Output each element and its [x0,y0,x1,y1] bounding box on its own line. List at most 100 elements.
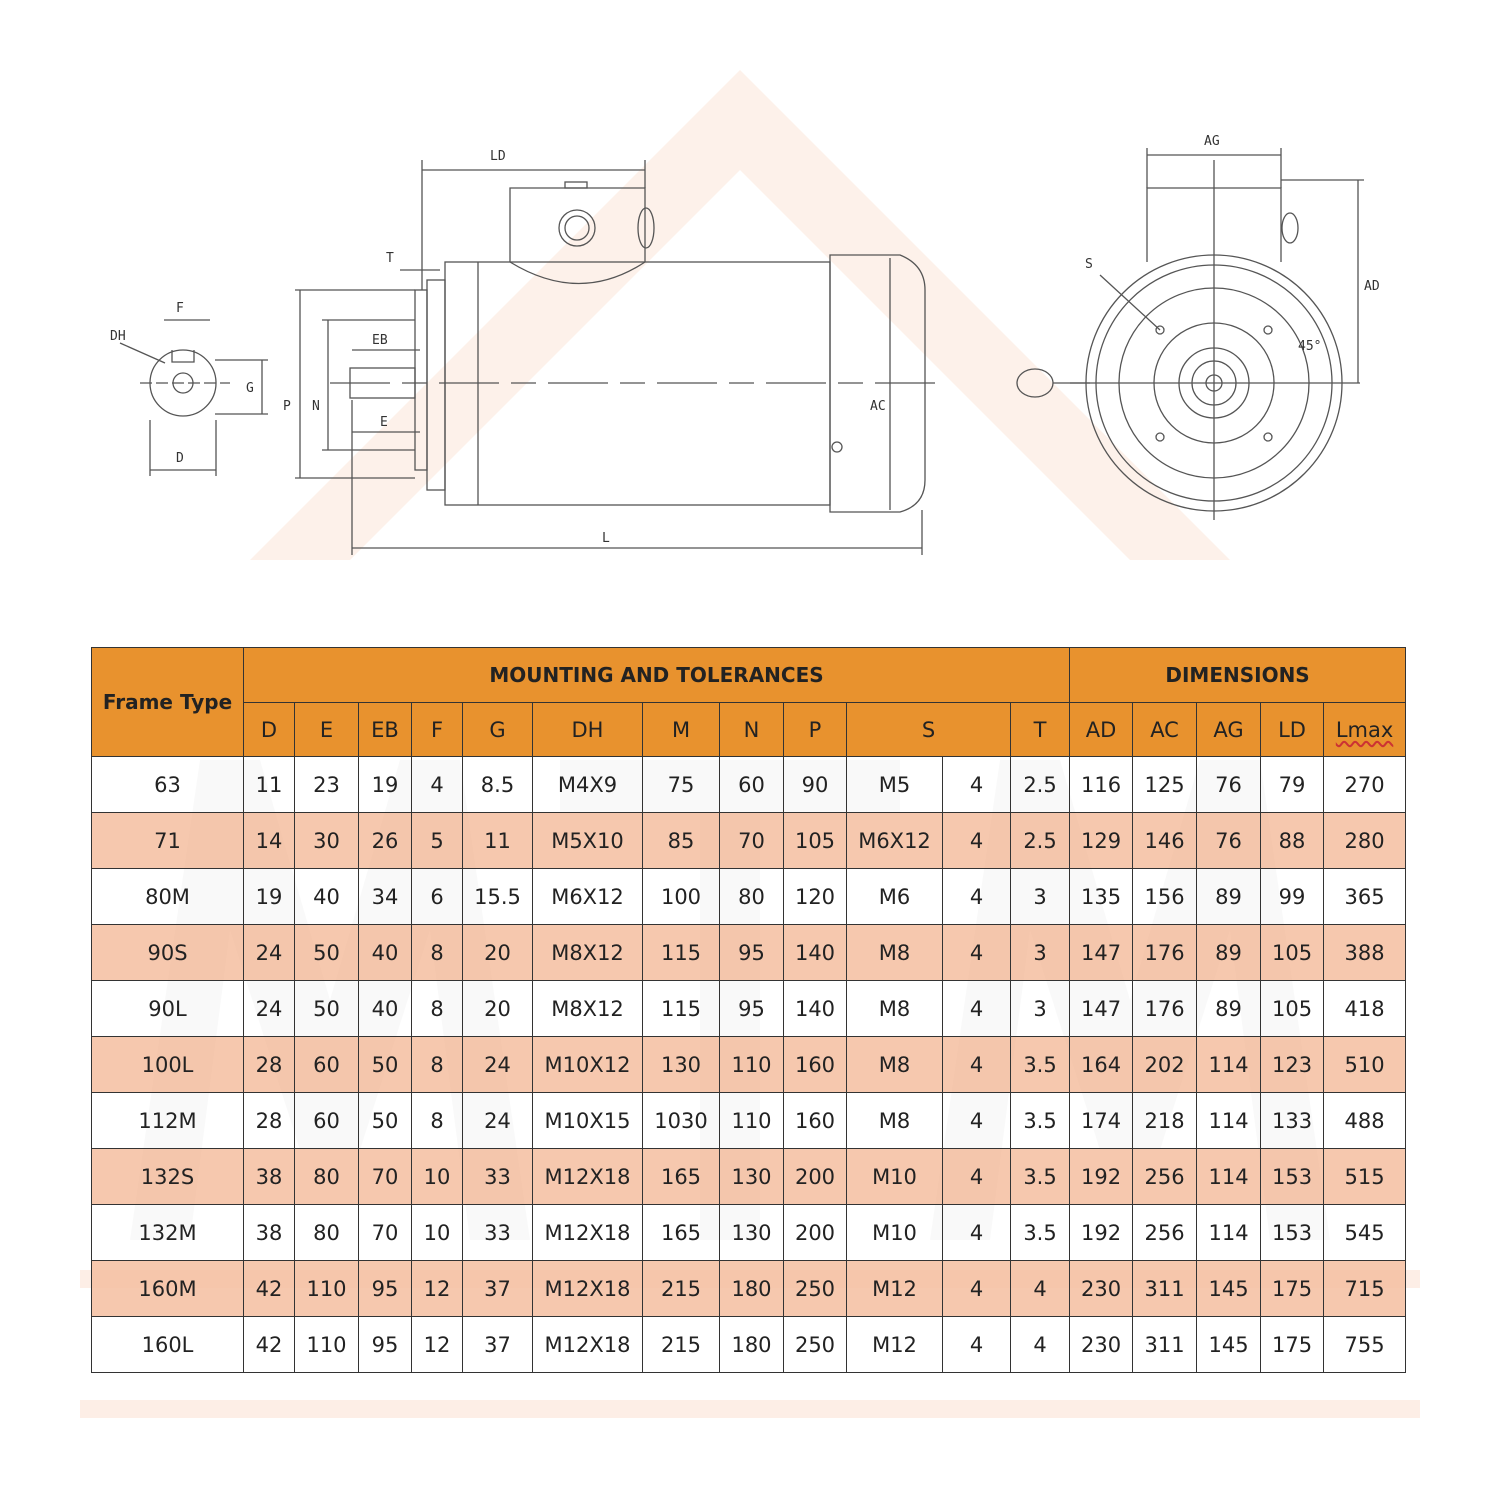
table-cell: M10 [846,1148,943,1205]
table-cell: 270 [1323,756,1407,813]
table-row: 160L 42 110 95 12 37 M12X18 215 180 250 M12 4 4 230 31… [91,1316,1407,1373]
table-cell: 110 [294,1260,359,1317]
table-cell: M6 [846,868,943,925]
table-cell: 6 [411,868,463,925]
table-cell: 24 [462,1092,533,1149]
table-cell: 250 [783,1260,847,1317]
table-cell: 215 [642,1316,720,1373]
table-cell: M10 [846,1204,943,1261]
dimensions-header: DIMENSIONS [1069,647,1407,703]
table-cell: 110 [719,1092,784,1149]
table-cell: 3 [1009,924,1071,981]
table-cell: 70 [358,1148,412,1205]
label-angle: 45° [1298,339,1321,354]
frame-type-cell: 63 [91,756,244,813]
table-cell: 115 [642,980,720,1037]
table-cell: 114 [1196,1092,1262,1149]
table-cell: 40 [358,980,412,1037]
table-cell: M12X18 [532,1148,643,1205]
table-cell: 4 [942,1092,1011,1149]
label-P: P [283,399,291,414]
label-G: G [246,381,254,396]
table-cell: 4 [942,868,1011,925]
table-cell: 388 [1323,924,1407,981]
table-cell: 175 [1260,1316,1325,1373]
table-cell: 12 [411,1260,463,1317]
table-cell: 146 [1132,812,1198,869]
dimensions-table: Frame Type MOUNTING AND TOLERANCES DIMEN… [91,647,1407,1373]
table-cell: 311 [1132,1260,1198,1317]
table-cell: 176 [1132,924,1198,981]
label-F: F [176,301,184,316]
table-cell: M4X9 [532,756,643,813]
column-header-f: F [411,702,463,757]
table-cell: 116 [1069,756,1134,813]
table-cell: 89 [1196,924,1262,981]
column-header-m: M [642,702,720,757]
table-cell: 256 [1132,1204,1198,1261]
table-cell: 26 [358,812,412,869]
column-header-p: P [783,702,847,757]
table-cell: 230 [1069,1260,1134,1317]
table-cell: 10 [411,1148,463,1205]
table-cell: 10 [411,1204,463,1261]
table-cell: 76 [1196,756,1262,813]
table-cell: 24 [243,980,295,1037]
column-header-s: S [846,702,1011,757]
table-cell: 50 [358,1092,412,1149]
table-cell: 130 [642,1036,720,1093]
table-cell: M8 [846,924,943,981]
column-header-lmax: Lmax [1323,702,1407,757]
table-cell: 37 [462,1260,533,1317]
table-cell: 105 [783,812,847,869]
table-cell: 130 [719,1204,784,1261]
table-cell: 38 [243,1148,295,1205]
frame-type-cell: 132M [91,1204,244,1261]
table-cell: M8 [846,1092,943,1149]
table-cell: 11 [243,756,295,813]
table-cell: 2.5 [1009,756,1071,813]
table-cell: 3.5 [1009,1148,1071,1205]
table-cell: 120 [783,868,847,925]
label-EB: EB [372,333,388,348]
column-header-d: D [243,702,295,757]
table-cell: 4 [942,1148,1011,1205]
table-row: 90L 24 50 40 8 20 M8X12 115 95 140 M8 4 3 147 176 89 105… [91,980,1407,1037]
table-row: 160M 42 110 95 12 37 M12X18 215 180 250 M12 4 4 230 31… [91,1260,1407,1317]
table-cell: 192 [1069,1148,1134,1205]
table-cell: 8.5 [462,756,533,813]
table-cell: 40 [294,868,359,925]
table-cell: 38 [243,1204,295,1261]
table-cell: 1030 [642,1092,720,1149]
table-cell: 90 [783,756,847,813]
table-cell: 28 [243,1036,295,1093]
table-cell: 95 [358,1260,412,1317]
table-row: 112M 28 60 50 8 24 M10X15 1030 110 160 M8 4 3.5 174 21… [91,1092,1407,1149]
table-cell: 174 [1069,1092,1134,1149]
table-cell: 4 [942,1316,1011,1373]
label-E: E [380,415,388,430]
table-cell: 79 [1260,756,1325,813]
table-cell: 30 [294,812,359,869]
label-DH: DH [110,329,126,344]
column-header-ad: AD [1069,702,1134,757]
table-cell: M6X12 [846,812,943,869]
table-cell: 488 [1323,1092,1407,1149]
table-cell: M8X12 [532,924,643,981]
table-cell: 2.5 [1009,812,1071,869]
table-cell: 42 [243,1260,295,1317]
table-cell: 19 [243,868,295,925]
frame-type-cell: 112M [91,1092,244,1149]
table-cell: 4 [942,1036,1011,1093]
table-cell: 123 [1260,1036,1325,1093]
motor-side-view [295,160,940,555]
table-cell: 70 [358,1204,412,1261]
table-cell: 153 [1260,1204,1325,1261]
table-cell: 50 [294,980,359,1037]
table-cell: 34 [358,868,412,925]
table-cell: 129 [1069,812,1134,869]
table-cell: M5X10 [532,812,643,869]
table-cell: 89 [1196,980,1262,1037]
table-cell: 165 [642,1204,720,1261]
table-cell: 12 [411,1316,463,1373]
